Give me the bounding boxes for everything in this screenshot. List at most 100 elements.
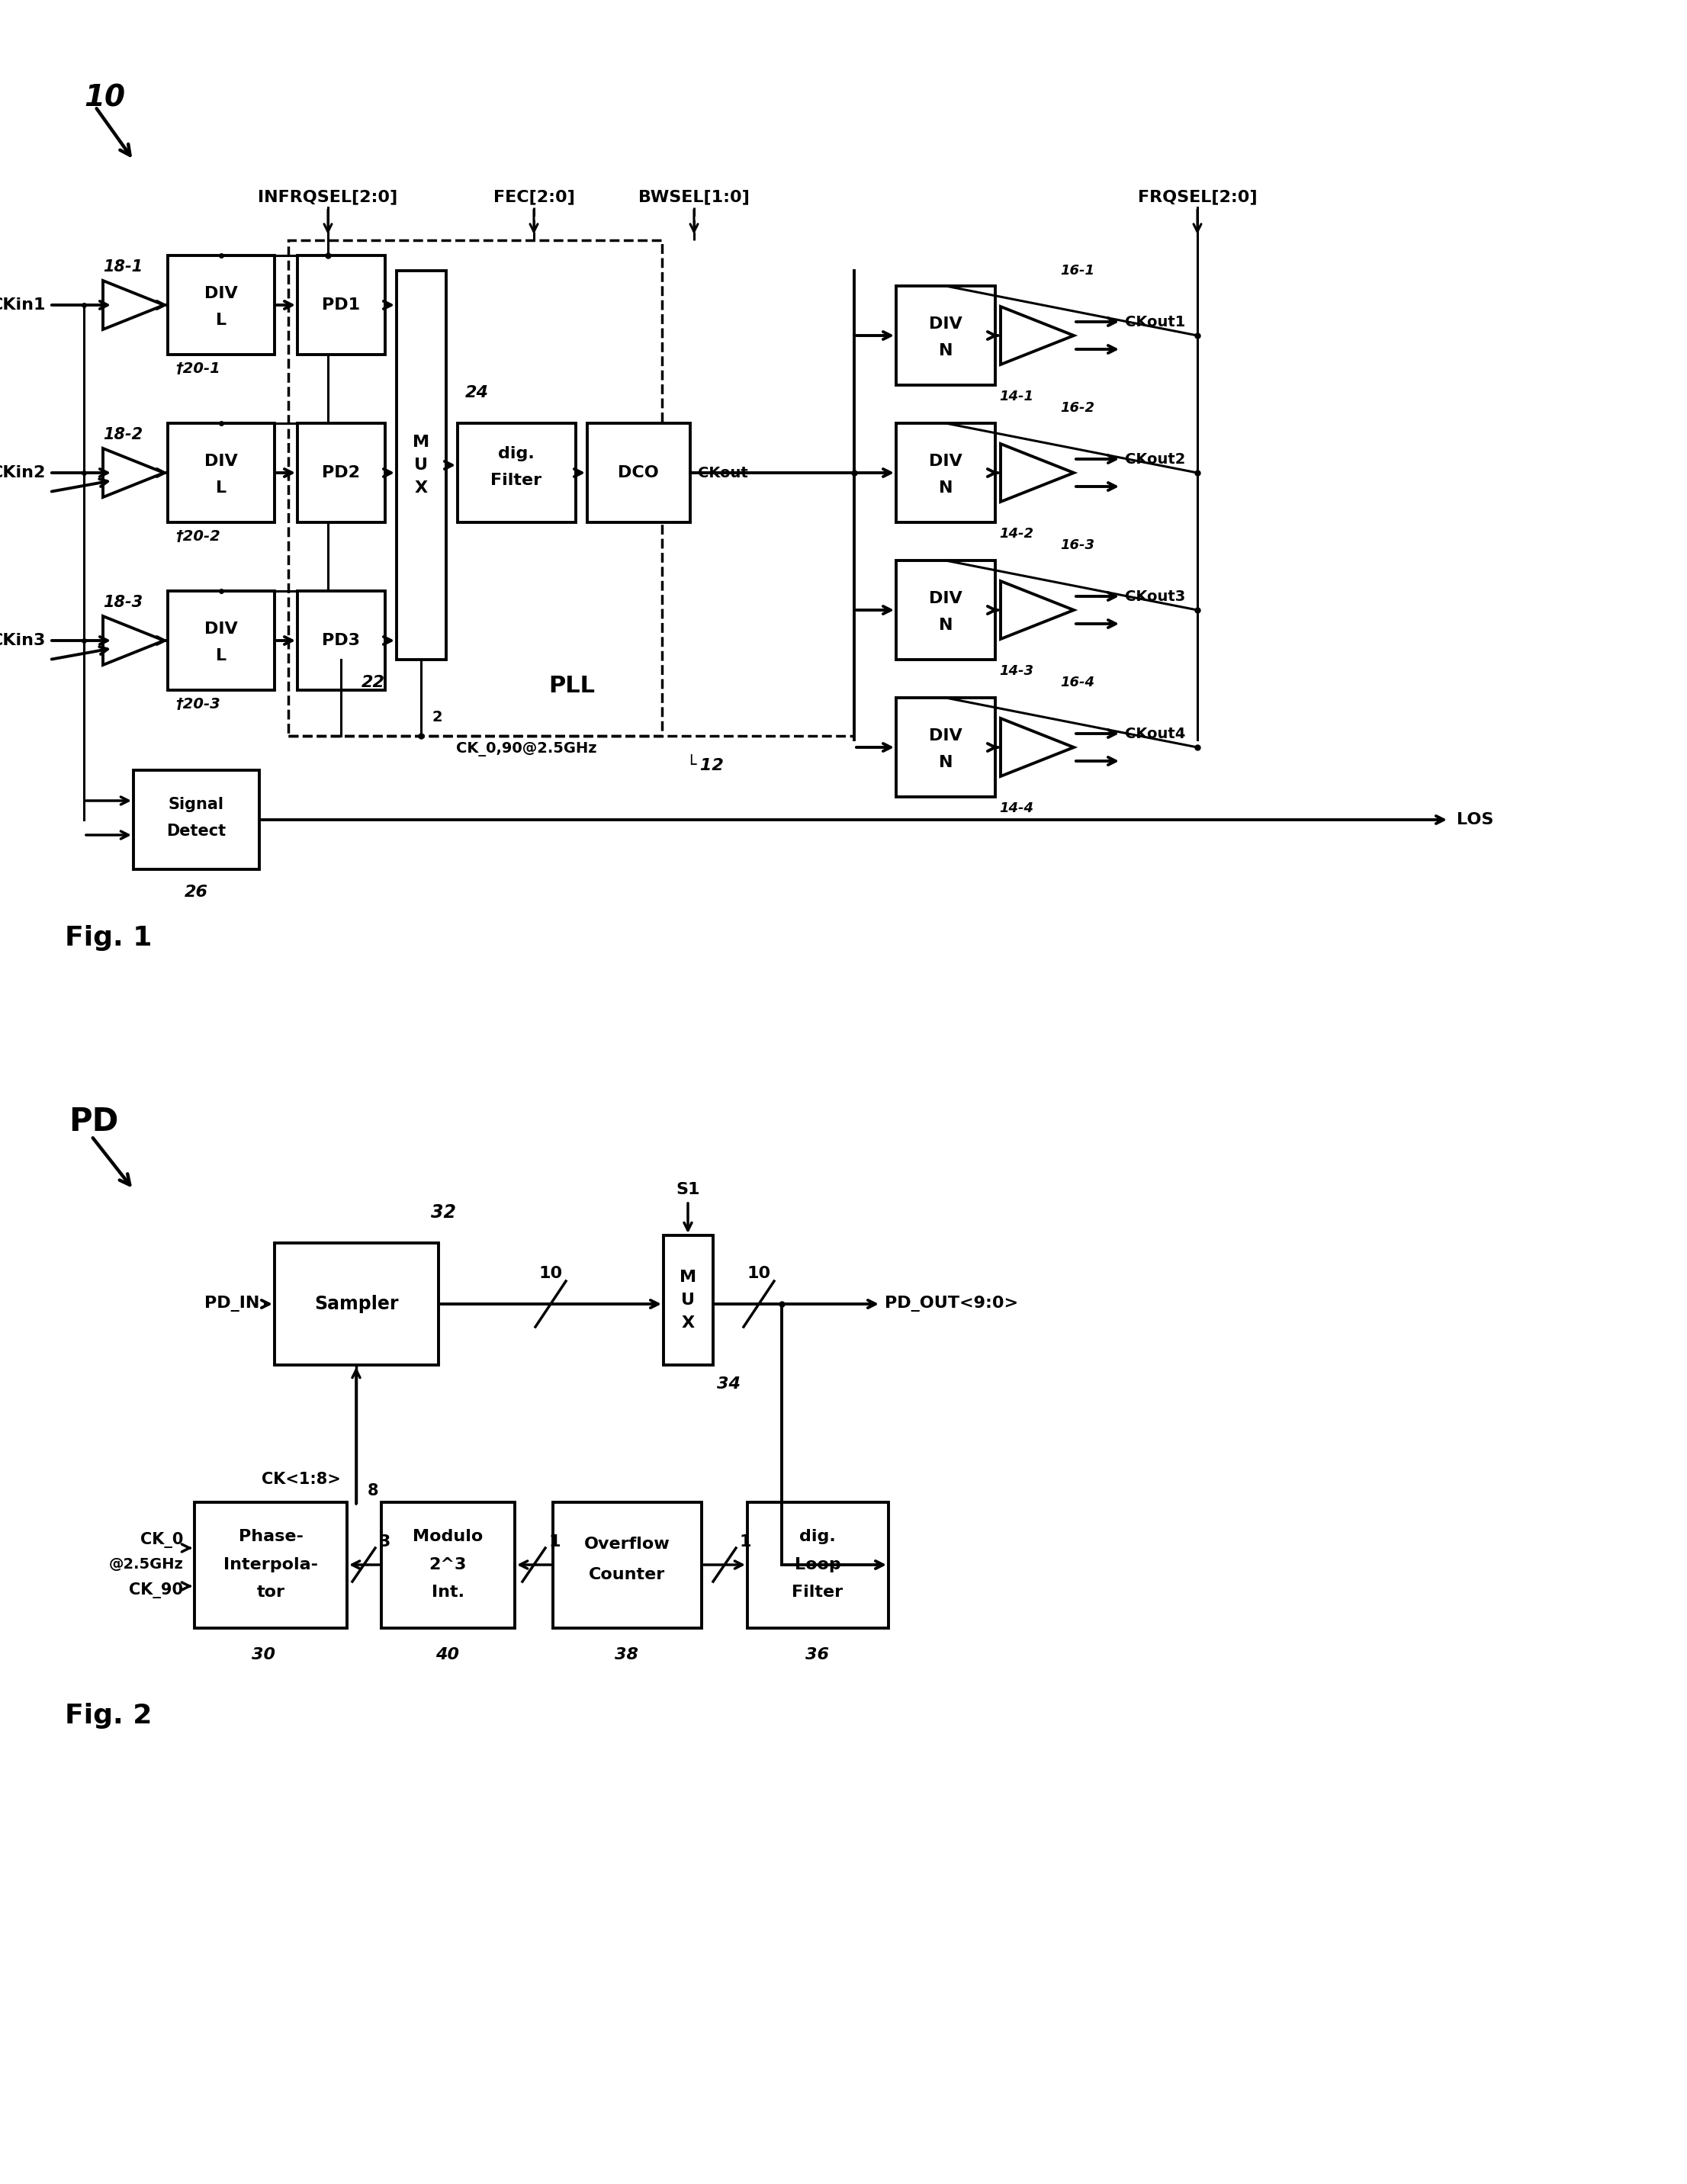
- Text: DIV: DIV: [930, 454, 962, 470]
- Bar: [896, 424, 995, 522]
- Bar: [896, 561, 995, 660]
- Bar: [747, 1503, 889, 1627]
- Text: 8: 8: [368, 1483, 378, 1498]
- Bar: [288, 240, 661, 736]
- Text: PD_IN: PD_IN: [204, 1295, 260, 1313]
- Text: Int.: Int.: [432, 1586, 464, 1601]
- Text: 16-3: 16-3: [1059, 539, 1095, 553]
- Text: 16-2: 16-2: [1059, 402, 1095, 415]
- Text: 16-4: 16-4: [1059, 675, 1095, 690]
- Text: 14-2: 14-2: [999, 526, 1034, 542]
- Text: FEC[2:0]: FEC[2:0]: [493, 190, 575, 205]
- Bar: [167, 424, 275, 522]
- Text: CKout: CKout: [698, 465, 747, 480]
- Text: 18-1: 18-1: [103, 260, 143, 275]
- Text: CKout3: CKout3: [1125, 590, 1186, 603]
- Text: CK_0: CK_0: [140, 1533, 182, 1548]
- Text: CK_90: CK_90: [128, 1581, 182, 1599]
- Text: DIV: DIV: [930, 317, 962, 332]
- Bar: [553, 1503, 702, 1627]
- Text: 3: 3: [380, 1535, 391, 1548]
- Text: 16-1: 16-1: [1059, 264, 1095, 277]
- Bar: [896, 697, 995, 797]
- Text: PD3: PD3: [322, 633, 359, 649]
- Text: tor: tor: [256, 1586, 285, 1601]
- Text: L: L: [216, 312, 226, 328]
- Text: Signal: Signal: [169, 797, 224, 812]
- Text: 1: 1: [548, 1535, 562, 1548]
- Text: 38: 38: [616, 1647, 639, 1662]
- Text: CK_0,90@2.5GHz: CK_0,90@2.5GHz: [455, 743, 597, 758]
- Bar: [297, 424, 385, 522]
- Text: @2.5GHz: @2.5GHz: [108, 1557, 182, 1572]
- Text: CKin3: CKin3: [0, 633, 46, 649]
- Text: CKout2: CKout2: [1125, 452, 1186, 467]
- Text: 14-3: 14-3: [999, 664, 1034, 677]
- Text: Loop: Loop: [795, 1557, 840, 1572]
- Text: 26: 26: [184, 885, 208, 900]
- Text: INFRQSEL[2:0]: INFRQSEL[2:0]: [258, 190, 398, 205]
- Text: Filter: Filter: [491, 472, 542, 487]
- Text: N: N: [938, 618, 953, 633]
- Bar: [275, 1243, 439, 1365]
- Text: PD1: PD1: [322, 297, 359, 312]
- Bar: [297, 256, 385, 354]
- Text: PD: PD: [69, 1105, 118, 1138]
- Text: 18-3: 18-3: [103, 594, 143, 609]
- Text: 2: 2: [432, 710, 442, 725]
- Bar: [663, 1236, 714, 1365]
- Bar: [381, 1503, 515, 1627]
- Text: 10: 10: [747, 1267, 771, 1282]
- Text: PD_OUT<9:0>: PD_OUT<9:0>: [884, 1295, 1019, 1313]
- Text: LOS: LOS: [1456, 812, 1493, 828]
- Text: 10: 10: [84, 83, 125, 114]
- Text: 14-1: 14-1: [999, 389, 1034, 404]
- Text: N: N: [938, 756, 953, 771]
- Text: CKout1: CKout1: [1125, 314, 1186, 330]
- Bar: [396, 271, 445, 660]
- Bar: [297, 592, 385, 690]
- Text: Detect: Detect: [167, 823, 226, 839]
- Text: 24: 24: [466, 384, 489, 400]
- Text: L: L: [216, 649, 226, 664]
- Text: †20-3: †20-3: [175, 697, 221, 712]
- Text: S1: S1: [676, 1182, 700, 1197]
- Text: DCO: DCO: [617, 465, 660, 480]
- Text: Modulo: Modulo: [413, 1529, 482, 1544]
- Text: DIV: DIV: [204, 454, 238, 470]
- Text: CKout4: CKout4: [1125, 727, 1186, 740]
- Text: L: L: [216, 480, 226, 496]
- Text: M: M: [413, 435, 430, 450]
- Text: Overflow: Overflow: [584, 1538, 670, 1553]
- Text: Fig. 1: Fig. 1: [64, 926, 152, 950]
- Text: 22: 22: [361, 675, 385, 690]
- Bar: [167, 256, 275, 354]
- Text: 2^3: 2^3: [428, 1557, 467, 1572]
- Text: 36: 36: [806, 1647, 830, 1662]
- Text: 1: 1: [741, 1535, 752, 1548]
- Text: 14-4: 14-4: [999, 802, 1034, 815]
- Text: 10: 10: [538, 1267, 562, 1282]
- Text: U: U: [413, 456, 428, 472]
- Text: X: X: [682, 1315, 695, 1330]
- Text: Interpola-: Interpola-: [223, 1557, 319, 1572]
- Bar: [587, 424, 690, 522]
- Bar: [167, 592, 275, 690]
- Text: †20-1: †20-1: [175, 360, 221, 376]
- Text: └ 12: └ 12: [687, 758, 724, 773]
- Text: CK<1:8>: CK<1:8>: [261, 1472, 341, 1487]
- Text: Fig. 2: Fig. 2: [64, 1704, 152, 1730]
- Text: N: N: [938, 343, 953, 358]
- Text: 40: 40: [435, 1647, 459, 1662]
- Text: X: X: [415, 480, 427, 496]
- Text: PD2: PD2: [322, 465, 359, 480]
- Text: CKin1: CKin1: [0, 297, 46, 312]
- Text: 34: 34: [717, 1376, 741, 1391]
- Text: 18-2: 18-2: [103, 428, 143, 443]
- Text: DIV: DIV: [930, 592, 962, 607]
- Text: BWSEL[1:0]: BWSEL[1:0]: [638, 190, 749, 205]
- Text: Sampler: Sampler: [314, 1295, 398, 1313]
- Text: dig.: dig.: [800, 1529, 835, 1544]
- Bar: [896, 286, 995, 384]
- Text: Phase-: Phase-: [238, 1529, 304, 1544]
